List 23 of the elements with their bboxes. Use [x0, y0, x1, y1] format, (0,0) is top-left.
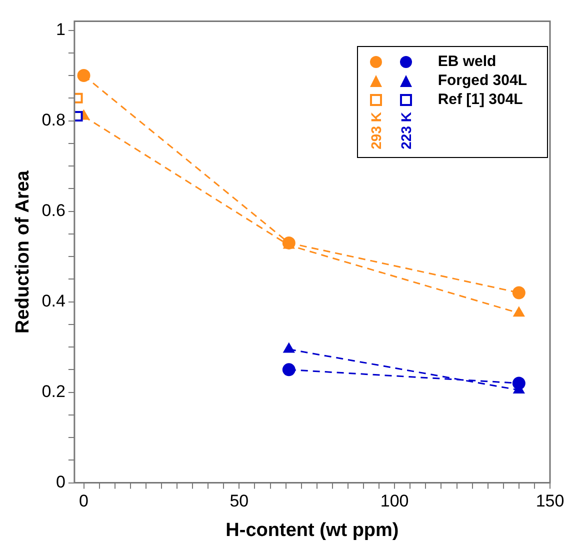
legend-label: EB weld	[438, 53, 498, 70]
legend-label: Ref [1] 304L	[438, 91, 524, 108]
annotation: 293 K	[368, 112, 384, 150]
x-tick-label: 100	[380, 492, 409, 511]
point	[74, 110, 83, 122]
y-axis-title: Reduction of Area	[12, 170, 34, 334]
y-tick-label: 0.2	[42, 382, 66, 401]
x-tick-label: 50	[230, 492, 249, 511]
point	[512, 286, 526, 300]
point	[77, 69, 90, 82]
x-tick-label: 150	[536, 492, 564, 511]
point	[282, 363, 296, 376]
y-tick-label: 0.4	[42, 291, 66, 310]
x-tick-label: 0	[79, 492, 88, 511]
legend-label: Forged 304L	[438, 72, 527, 89]
y-tick-label: 0.6	[42, 200, 66, 220]
y-tick-label: 0	[56, 472, 66, 492]
point	[513, 306, 525, 317]
y-tick-label: 1	[56, 20, 66, 39]
x-axis-title: H-content (wt ppm)	[226, 520, 399, 541]
annotation: 223 K	[398, 112, 414, 150]
point	[74, 92, 83, 104]
y-tick-label: 0.8	[42, 110, 66, 130]
